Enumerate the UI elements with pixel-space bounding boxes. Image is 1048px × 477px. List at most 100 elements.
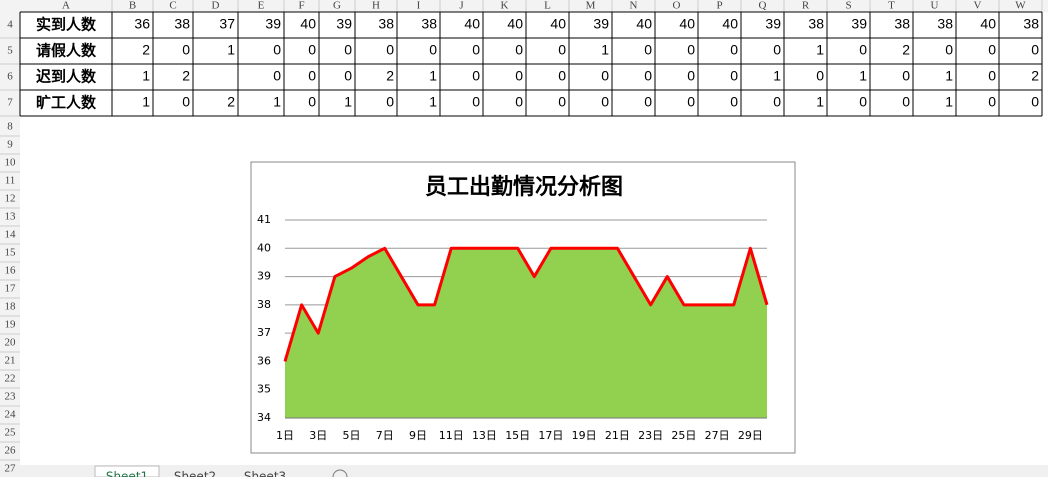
row-header: 14 xyxy=(5,229,17,241)
row-label: 实到人数 xyxy=(36,16,97,34)
cell-value: 38 xyxy=(808,16,824,32)
cell-value: 2 xyxy=(386,68,394,84)
row-header: 12 xyxy=(5,193,16,205)
cell-value: 0 xyxy=(601,94,609,110)
cell-value: 2 xyxy=(182,68,190,84)
cell-value: 0 xyxy=(644,68,652,84)
cell-value: 40 xyxy=(980,16,996,32)
x-tick-label: 17日 xyxy=(538,429,563,442)
cell-value: 40 xyxy=(550,16,566,32)
cell-value: 2 xyxy=(227,94,235,110)
cell-value: 0 xyxy=(859,94,867,110)
cell-value: 0 xyxy=(515,68,523,84)
column-header: D xyxy=(212,0,220,12)
cell-value: 0 xyxy=(558,94,566,110)
cell-value: 1 xyxy=(344,94,352,110)
x-tick-label: 21日 xyxy=(605,429,630,442)
cell-value: 1 xyxy=(945,94,953,110)
column-header: B xyxy=(129,0,136,12)
cell-value: 36 xyxy=(134,16,150,32)
cell-value: 1 xyxy=(429,94,437,110)
cell-value: 0 xyxy=(644,42,652,58)
cell-value: 0 xyxy=(273,68,281,84)
sheet-tab[interactable]: Sheet1 xyxy=(106,470,148,477)
cell-value: 0 xyxy=(945,42,953,58)
x-tick-label: 11日 xyxy=(439,429,464,442)
row-label: 旷工人数 xyxy=(36,94,97,112)
cell-value: 2 xyxy=(902,42,910,58)
column-header: V xyxy=(974,0,982,12)
cell-value: 0 xyxy=(644,94,652,110)
cell-value: 0 xyxy=(601,68,609,84)
cell-value: 0 xyxy=(687,42,695,58)
row-header: 23 xyxy=(5,391,17,403)
cell-value: 0 xyxy=(472,68,480,84)
cell-value: 0 xyxy=(988,42,996,58)
row-header: 25 xyxy=(5,427,17,439)
cell-value: 0 xyxy=(1031,94,1039,110)
sheet-tab[interactable]: Sheet3 xyxy=(244,470,286,477)
column-header: L xyxy=(544,0,551,12)
cell-value: 37 xyxy=(219,16,235,32)
cell-value: 0 xyxy=(182,42,190,58)
cell-value: 0 xyxy=(988,68,996,84)
y-tick-label: 40 xyxy=(257,241,271,254)
cell-value: 0 xyxy=(558,68,566,84)
cell-value: 40 xyxy=(507,16,523,32)
x-tick-label: 29日 xyxy=(738,429,763,442)
cell-value: 0 xyxy=(558,42,566,58)
cell-value: 0 xyxy=(730,94,738,110)
column-header: K xyxy=(501,0,509,12)
cell-value: 1 xyxy=(227,42,235,58)
cell-value: 1 xyxy=(273,94,281,110)
column-header: Q xyxy=(759,0,767,12)
cell-value: 1 xyxy=(816,42,824,58)
column-header: O xyxy=(673,0,681,12)
column-header: M xyxy=(586,0,596,12)
row-label: 迟到人数 xyxy=(36,68,97,86)
cell-value: 0 xyxy=(308,94,316,110)
row-header: 6 xyxy=(7,71,13,83)
cell-value: 0 xyxy=(730,42,738,58)
row-header: 27 xyxy=(5,463,17,475)
column-header: I xyxy=(417,0,421,12)
column-header: T xyxy=(888,0,895,12)
area-fill xyxy=(285,248,767,418)
cell-value: 0 xyxy=(386,42,394,58)
cell-value: 0 xyxy=(273,42,281,58)
cell-value: 0 xyxy=(472,94,480,110)
cell-value: 0 xyxy=(687,68,695,84)
x-tick-label: 23日 xyxy=(638,429,663,442)
row-header: 16 xyxy=(5,265,17,277)
cell-value: 39 xyxy=(336,16,352,32)
cell-value: 0 xyxy=(902,68,910,84)
cell-value: 2 xyxy=(142,42,150,58)
x-tick-label: 7日 xyxy=(376,429,394,442)
row-header: 11 xyxy=(5,175,16,187)
cell-value: 40 xyxy=(636,16,652,32)
cell-value: 38 xyxy=(894,16,910,32)
cell-value: 39 xyxy=(265,16,281,32)
cell-value: 0 xyxy=(687,94,695,110)
x-tick-label: 5日 xyxy=(342,429,360,442)
row-header: 7 xyxy=(7,97,13,109)
add-sheet-button[interactable] xyxy=(332,469,348,477)
active-tab xyxy=(94,465,160,477)
cell-value: 1 xyxy=(142,68,150,84)
cell-value: 0 xyxy=(386,94,394,110)
cell-value: 1 xyxy=(429,68,437,84)
row-header: 24 xyxy=(5,409,17,421)
row-header: 5 xyxy=(7,45,13,57)
x-tick-label: 27日 xyxy=(705,429,730,442)
cell-value: 0 xyxy=(988,94,996,110)
cell-value: 0 xyxy=(182,94,190,110)
cell-value: 1 xyxy=(773,68,781,84)
column-header: J xyxy=(459,0,464,12)
cell-value: 40 xyxy=(464,16,480,32)
cell-value: 0 xyxy=(816,68,824,84)
cell-value: 0 xyxy=(859,42,867,58)
cell-value: 2 xyxy=(1031,68,1039,84)
cell-value: 40 xyxy=(679,16,695,32)
sheet-tab[interactable]: Sheet2 xyxy=(174,470,216,477)
